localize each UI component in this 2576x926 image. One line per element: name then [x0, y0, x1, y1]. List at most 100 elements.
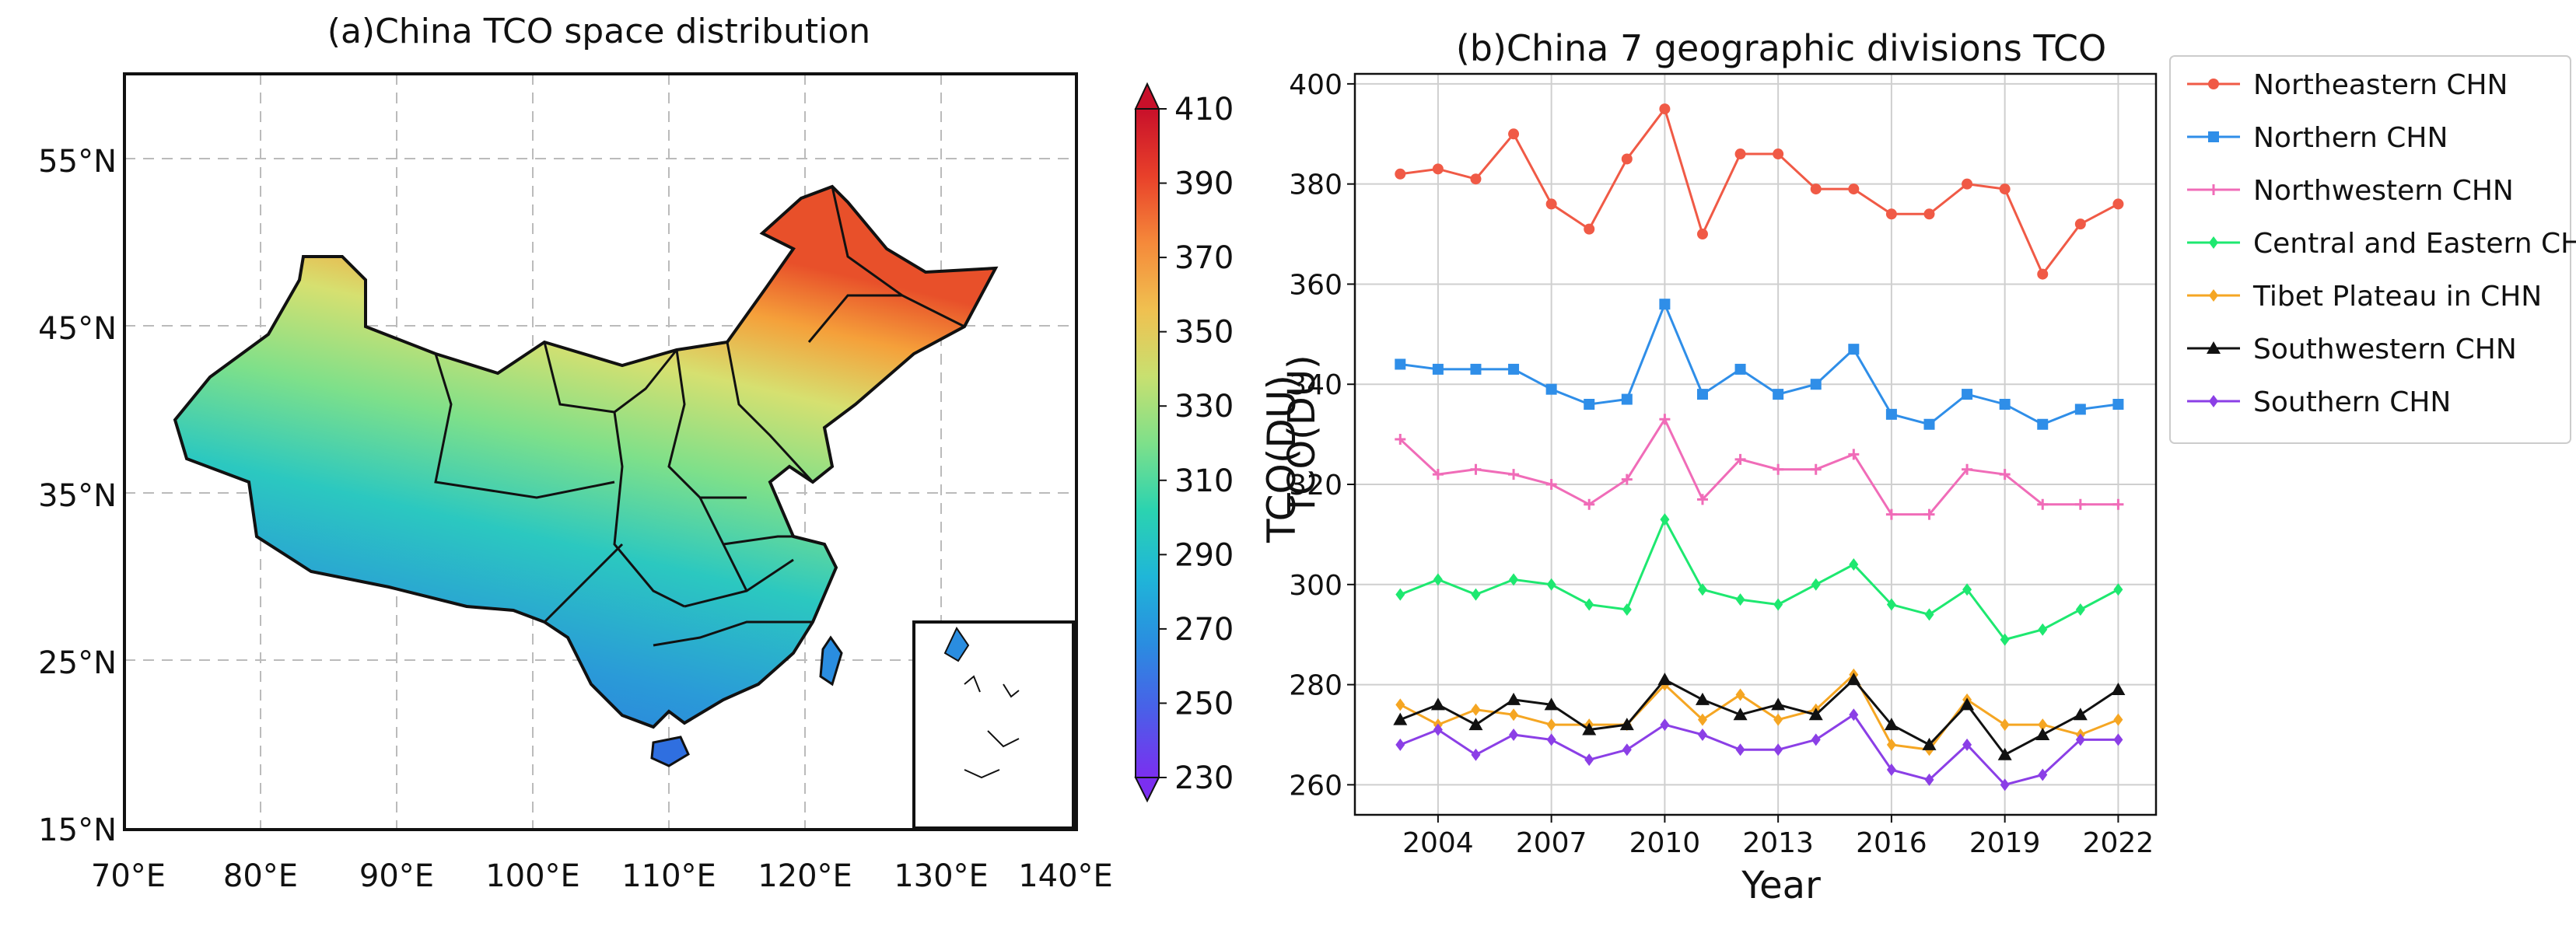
series-line [1399, 713, 2119, 787]
x-tick-label: 2019 [1969, 827, 2041, 859]
map-lon-ticks: 70°E 80°E 90°E 100°E 110°E 120°E 130°E 1… [91, 858, 1113, 894]
colorbar-top-extend [1134, 82, 1160, 110]
lon-tick: 130°E [894, 858, 989, 894]
plot-series [1393, 103, 2126, 791]
lon-tick: 80°E [223, 858, 298, 894]
hainan-island [650, 736, 690, 767]
data-point [1885, 408, 1897, 420]
y-tick-label: 280 [1289, 670, 1342, 702]
data-point [1509, 728, 1519, 741]
series-southern-chn [1395, 708, 2123, 791]
legend-label: Northwestern CHN [2253, 175, 2514, 207]
legend-marker [2208, 131, 2219, 142]
x-tick-label: 2004 [1402, 827, 1474, 859]
data-point [1695, 692, 1710, 705]
lon-tick: 100°E [485, 858, 580, 894]
data-point [2112, 498, 2124, 510]
data-point [1810, 183, 1822, 195]
taiwan-island [819, 635, 843, 687]
data-point [1660, 718, 1670, 732]
data-point [2113, 733, 2123, 746]
data-point [1432, 469, 1444, 480]
data-point [1923, 208, 1935, 220]
data-point [1962, 583, 1972, 596]
data-point [1432, 163, 1444, 175]
series-line [1399, 677, 2119, 757]
data-point [1470, 363, 1482, 375]
data-point [1773, 149, 1784, 160]
data-point [2038, 623, 2048, 636]
china-tco-map [173, 184, 999, 729]
colorbar-tick: 370 [1174, 240, 1234, 276]
data-point [1657, 673, 1672, 686]
data-point [2000, 778, 2010, 791]
data-point [1773, 743, 1783, 757]
colorbar-tick: 410 [1174, 92, 1234, 128]
data-point [1395, 168, 1406, 180]
data-point [2038, 718, 2048, 732]
data-point [1395, 698, 1405, 711]
legend: Northeastern CHN Northern CHN Northwestern… [2169, 55, 2576, 444]
data-point [1471, 748, 1481, 761]
map-lat-ticks: 15°N 25°N 35°N 45°N 55°N [38, 144, 117, 848]
data-point [1773, 713, 1783, 726]
data-point [1546, 578, 1556, 591]
data-point [1999, 183, 2011, 195]
data-point [1734, 363, 1746, 375]
data-point [2035, 727, 2050, 740]
series-line [1400, 301, 2119, 426]
data-point [2037, 418, 2049, 430]
map-title: (a)China TCO space distribution [327, 12, 870, 51]
data-point [1508, 469, 1520, 480]
x-axis-label: Year [1741, 864, 1821, 907]
lat-tick: 25°N [38, 645, 117, 681]
colorbar-tick: 230 [1174, 760, 1234, 796]
data-point [1584, 398, 1595, 410]
data-point [1848, 449, 1860, 460]
y-tick-label: 360 [1289, 269, 1342, 301]
x-tick-label: 2010 [1629, 827, 1701, 859]
series-northwestern-chn [1395, 414, 2124, 520]
colorbar-tick: 310 [1174, 463, 1234, 499]
data-point [1811, 733, 1821, 746]
data-point [1430, 697, 1445, 711]
data-point [1545, 479, 1557, 491]
x-tick-label: 2022 [2083, 827, 2154, 859]
lon-tick: 110°E [621, 858, 716, 894]
lon-tick: 70°E [91, 858, 166, 894]
legend-label: Central and Eastern CHN [2253, 228, 2576, 260]
chart-title: (b)China 7 geographic divisions TCO [1456, 27, 2106, 69]
x-tick-label: 2007 [1516, 827, 1587, 859]
legend-frame [2169, 55, 2571, 444]
data-point [1509, 573, 1519, 586]
data-point [1886, 764, 1896, 777]
data-point [1432, 363, 1444, 375]
lat-tick: 15°N [38, 812, 117, 848]
data-point [1962, 463, 1973, 475]
colorbar-tick: 250 [1174, 686, 1234, 722]
data-point [1848, 183, 1860, 195]
data-point [1507, 692, 1521, 705]
data-point [1735, 593, 1745, 606]
lat-tick: 55°N [38, 144, 117, 180]
data-point [1470, 463, 1482, 475]
colorbar: 230 250 270 290 310 330 350 370 390 410 TCO(DU) [1134, 82, 1304, 803]
map-frame [123, 72, 1078, 831]
colorbar-tick: 350 [1174, 315, 1234, 351]
data-point [1621, 393, 1633, 405]
lon-tick: 120°E [758, 858, 852, 894]
data-point [1395, 738, 1405, 751]
series-line [1400, 106, 2119, 277]
data-point [2112, 398, 2124, 410]
data-point [1584, 753, 1594, 767]
south-china-sea-inset [912, 620, 1075, 830]
data-point [2038, 768, 2048, 781]
x-tick-label: 2016 [1856, 827, 1927, 859]
data-point [1924, 608, 1934, 621]
data-point [1395, 588, 1405, 601]
series-line [1399, 516, 2119, 641]
legend-marker [2209, 289, 2218, 302]
y-ticks: 260 280 300 320 340 360 380 400 [1289, 69, 1355, 802]
series-line [1399, 417, 2119, 516]
data-point [1622, 603, 1632, 616]
